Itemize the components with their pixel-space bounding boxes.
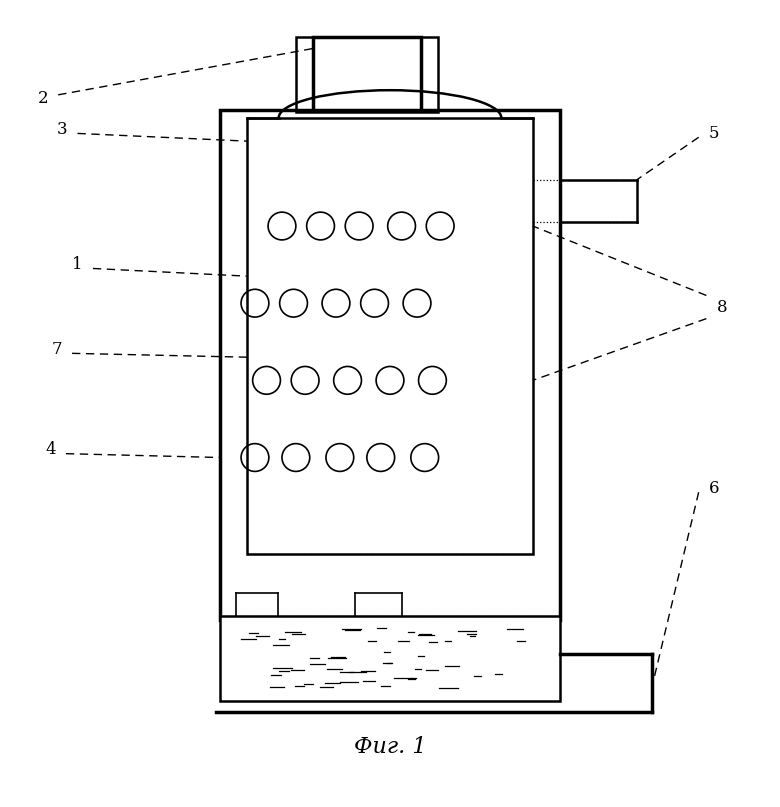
Bar: [296, 37, 438, 112]
Text: 4: 4: [45, 441, 56, 458]
Bar: [313, 37, 421, 111]
Bar: [220, 111, 560, 620]
Text: 1: 1: [73, 256, 83, 273]
Text: 7: 7: [51, 341, 62, 358]
Text: 5: 5: [709, 125, 719, 142]
Text: 6: 6: [709, 480, 719, 497]
Text: 3: 3: [57, 121, 67, 138]
Text: 8: 8: [717, 299, 727, 316]
Text: 2: 2: [37, 90, 48, 107]
Bar: [247, 118, 533, 554]
Bar: [220, 616, 560, 700]
Text: Фиг. 1: Фиг. 1: [354, 737, 426, 759]
